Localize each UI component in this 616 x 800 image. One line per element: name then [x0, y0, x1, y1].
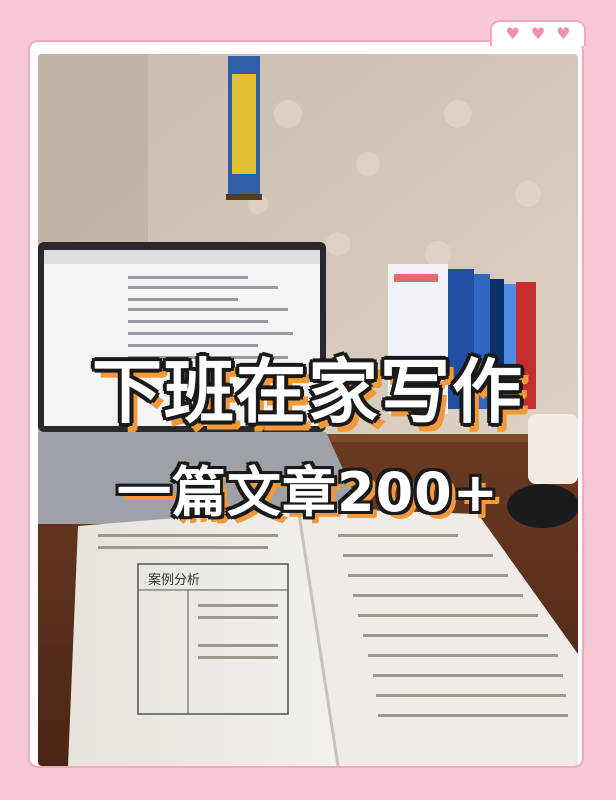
heart-icon: ♥ [556, 24, 571, 43]
mug [528, 414, 578, 484]
headline-line2: 一篇文章200+ [117, 461, 499, 524]
desk-photo: 案例分析 下班在家写作 一篇文章200+ [38, 54, 578, 766]
heart-icon: ♥ [505, 24, 520, 43]
heart-tab: ♥ ♥ ♥ [490, 20, 586, 46]
open-book: 案例分析 [68, 507, 578, 766]
book-page-heading: 案例分析 [148, 573, 200, 588]
desk-scene: 案例分析 [38, 54, 578, 766]
headline-line1: 下班在家写作 [92, 351, 524, 433]
laptop [38, 242, 368, 524]
heart-icon: ♥ [530, 24, 546, 43]
wall-scroll-art [232, 74, 256, 174]
book-table [137, 563, 289, 715]
mouse [507, 484, 578, 528]
laptop-keyboard [38, 432, 368, 524]
book-stand [388, 264, 536, 414]
